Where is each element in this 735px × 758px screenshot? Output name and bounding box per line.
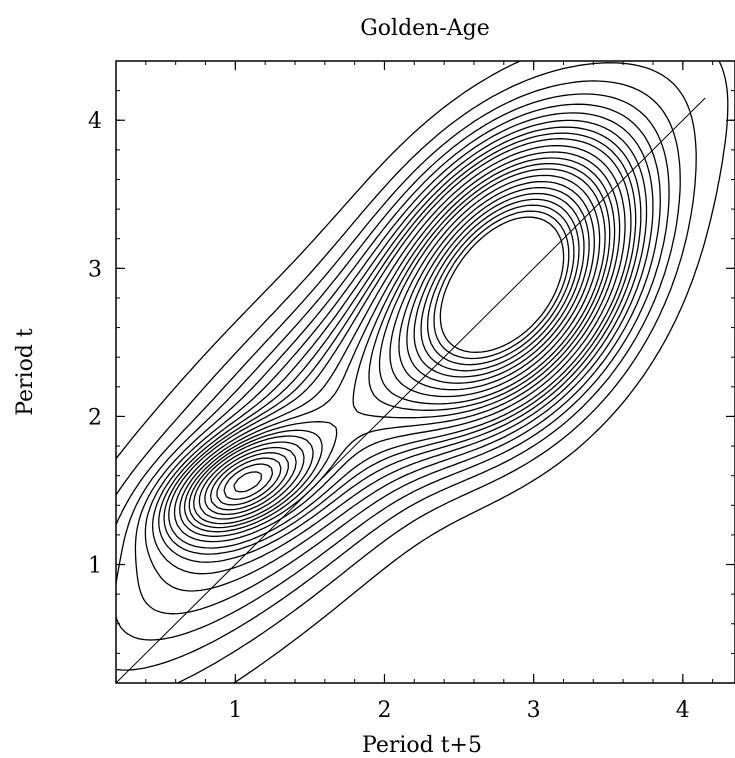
x-tick-label: 3 xyxy=(527,698,541,723)
contour-line-level-20 xyxy=(223,198,580,500)
contour-line-level-9 xyxy=(163,132,637,555)
x-tick-label: 4 xyxy=(676,698,690,723)
contour-line-level-10 xyxy=(168,138,632,549)
contour-line-level-18 xyxy=(209,186,590,511)
y-axis-label: Period t xyxy=(13,328,38,416)
y-tick-label: 1 xyxy=(88,554,102,579)
contour-line-level-15 xyxy=(193,168,606,525)
x-tick-label: 2 xyxy=(377,698,391,723)
contour-line-level-14 xyxy=(188,162,611,529)
reference-diagonal-line xyxy=(115,97,706,684)
contour-line-level-22 xyxy=(433,210,570,360)
chart-title: Golden-Age xyxy=(360,16,490,41)
x-tick-label: 1 xyxy=(228,698,242,723)
contour-line-level-21 xyxy=(233,204,575,493)
contour-line-level-6 xyxy=(144,112,654,592)
contour-line-level-3 xyxy=(116,80,681,671)
x-axis-label: Period t+5 xyxy=(362,733,482,758)
y-tick-label: 3 xyxy=(88,257,102,282)
y-tick-label: 2 xyxy=(88,405,102,430)
contour-line-level-17 xyxy=(204,180,595,516)
contour-line-level-23 xyxy=(439,216,565,353)
contour-line-level-7 xyxy=(151,119,648,575)
contour-line-level-12 xyxy=(179,151,621,537)
contour-line-level-8 xyxy=(158,126,642,563)
contour-line-level-16 xyxy=(198,174,601,520)
plot-frame xyxy=(115,60,735,684)
contour-line-level-19 xyxy=(216,192,585,506)
contour-line-level-11 xyxy=(173,145,626,543)
y-tick-label: 4 xyxy=(88,109,102,134)
contour-line-level-5 xyxy=(134,103,661,615)
contour-line-level-13 xyxy=(183,157,616,533)
